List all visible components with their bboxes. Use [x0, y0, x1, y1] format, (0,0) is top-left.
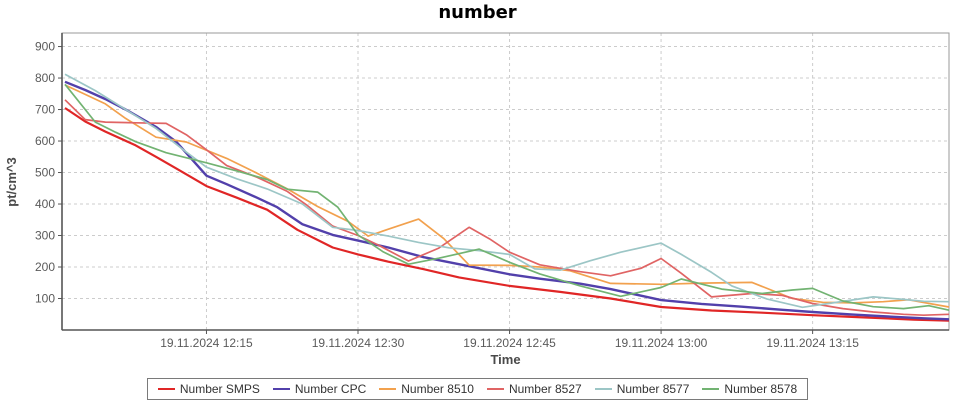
legend-swatch: [272, 388, 290, 390]
x-tick-label: 19.11.2024 13:00: [615, 336, 708, 350]
legend-box: Number SMPS Number CPC Number 8510 Number 8…: [146, 378, 809, 400]
x-tick-label: 19.11.2024 12:15: [160, 336, 253, 350]
series-lines: [64, 73, 950, 322]
legend-swatch: [486, 388, 504, 390]
legend-swatch: [702, 388, 720, 390]
legend-item-number-8510: Number 8510: [379, 382, 474, 396]
legend-label: Number 8577: [616, 382, 690, 396]
y-tick-label: 900: [35, 40, 55, 54]
x-tick-label: 19.11.2024 12:30: [312, 336, 405, 350]
legend-swatch: [379, 388, 397, 390]
x-tick-label: 19.11.2024 13:15: [766, 336, 859, 350]
legend-item-number-8578: Number 8578: [702, 382, 797, 396]
legend-label: Number CPC: [294, 382, 367, 396]
legend-swatch: [157, 388, 175, 390]
series-line-number-8510: [64, 84, 950, 308]
legend-item-number-smps: Number SMPS: [157, 382, 260, 396]
legend-swatch: [594, 388, 612, 390]
series-line-number-smps: [64, 107, 950, 322]
y-tick-label: 100: [35, 292, 55, 306]
legend-item-number-8577: Number 8577: [594, 382, 690, 396]
y-tick-label: 600: [35, 134, 55, 148]
x-tick-label: 19.11.2024 12:45: [463, 336, 556, 350]
series-line-number-cpc: [64, 80, 950, 321]
y-tick-label: 500: [35, 166, 55, 180]
series-line-number-8577: [64, 73, 950, 309]
gridlines: [62, 33, 949, 330]
y-axis-title: pt/cm^3: [4, 157, 19, 207]
x-axis-title: Time: [490, 352, 521, 367]
legend-item-number-8527: Number 8527: [486, 382, 582, 396]
series-line-number-8527: [64, 99, 950, 317]
y-tick-label: 400: [35, 197, 55, 211]
legend-label: Number 8578: [724, 382, 798, 396]
legend: Number SMPS Number CPC Number 8510 Number 8…: [0, 378, 955, 400]
y-tick-label: 800: [35, 71, 55, 85]
tick-marks: [58, 46, 814, 334]
legend-label: Number 8527: [508, 382, 582, 396]
y-tick-label: 200: [35, 260, 55, 274]
y-tick-label: 300: [35, 229, 55, 243]
legend-label: Number 8510: [401, 382, 474, 396]
tick-labels: 100 200 300 400 500 600 700 800 900 19.11.2024 12…: [35, 40, 859, 350]
legend-label: Number SMPS: [179, 382, 260, 396]
axis-lines: [61, 33, 949, 331]
chart-title: number: [438, 2, 517, 23]
series-line-number-8578: [64, 83, 950, 312]
y-tick-label: 700: [35, 103, 55, 117]
legend-item-number-cpc: Number CPC: [272, 382, 367, 396]
